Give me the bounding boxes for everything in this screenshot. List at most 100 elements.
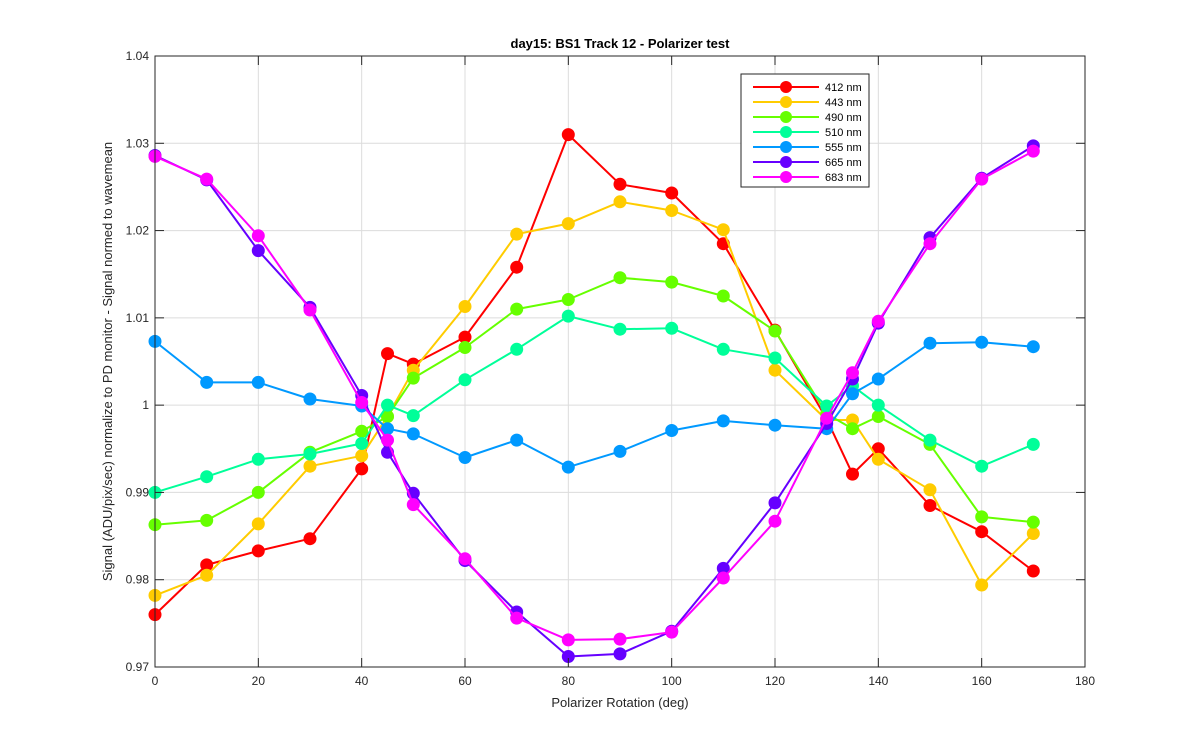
data-point xyxy=(1026,437,1040,451)
data-point xyxy=(251,485,265,499)
data-point xyxy=(846,467,859,481)
legend-marker xyxy=(780,81,792,93)
data-point xyxy=(716,223,730,237)
legend-label: 555 nm xyxy=(825,142,862,154)
data-point xyxy=(458,451,472,464)
legend-box xyxy=(740,73,870,188)
data-point xyxy=(665,204,679,217)
x-tick-label: 120 xyxy=(765,674,785,688)
data-point xyxy=(510,227,524,241)
data-point xyxy=(613,647,627,661)
data-point xyxy=(510,342,524,356)
data-point xyxy=(768,514,782,528)
data-point xyxy=(716,342,730,356)
data-point xyxy=(406,427,420,441)
data-point xyxy=(871,452,885,466)
legend-label: 490 nm xyxy=(825,112,862,124)
data-point xyxy=(975,578,989,592)
data-point xyxy=(1026,515,1040,529)
data-point xyxy=(768,351,782,365)
data-point xyxy=(561,128,575,142)
x-tick-label: 100 xyxy=(662,674,682,688)
data-point xyxy=(251,452,265,466)
data-point xyxy=(406,498,420,512)
data-point xyxy=(820,411,834,425)
series-line xyxy=(154,200,1035,597)
plot-frame xyxy=(154,55,1086,668)
data-point xyxy=(923,237,937,251)
data-point xyxy=(768,418,782,432)
data-point xyxy=(975,510,989,524)
legend-label: 683 nm xyxy=(825,172,862,184)
data-point xyxy=(355,449,369,463)
legend-label: 412 nm xyxy=(825,82,862,94)
y-tick-label: 0.98 xyxy=(126,573,150,587)
x-tick-label: 180 xyxy=(1075,674,1095,688)
y-tick-label: 1.02 xyxy=(126,224,150,238)
data-point xyxy=(975,459,989,473)
series-line xyxy=(154,150,1034,641)
y-tick-label: 1.03 xyxy=(126,136,150,150)
data-point xyxy=(200,375,214,389)
data-point xyxy=(846,422,859,436)
data-point xyxy=(1026,340,1040,354)
data-point xyxy=(975,172,989,186)
data-point xyxy=(613,195,627,209)
data-point xyxy=(975,525,989,539)
legend-item: 665 nm xyxy=(753,156,862,169)
data-point xyxy=(1026,564,1040,578)
legend-label: 443 nm xyxy=(825,97,862,109)
data-point xyxy=(251,544,265,558)
legend-label: 510 nm xyxy=(825,127,862,139)
data-point xyxy=(613,271,627,285)
data-point xyxy=(871,410,885,423)
data-point xyxy=(355,437,369,450)
data-point xyxy=(665,625,679,639)
y-tick-label: 1.04 xyxy=(126,49,150,63)
legend-item: 555 nm xyxy=(753,141,862,154)
legend-item: 683 nm xyxy=(753,171,862,184)
data-point xyxy=(561,293,575,306)
data-point xyxy=(251,375,265,389)
data-point xyxy=(510,302,524,316)
data-point xyxy=(716,414,730,428)
data-point xyxy=(200,568,214,582)
data-point xyxy=(458,300,472,313)
data-point xyxy=(510,260,524,274)
series-490-nm xyxy=(148,271,1040,532)
y-tick-label: 1 xyxy=(142,398,149,412)
data-point xyxy=(251,229,265,243)
data-point xyxy=(251,517,265,531)
data-point xyxy=(406,371,420,385)
data-point xyxy=(871,314,885,328)
legend-marker xyxy=(780,156,792,168)
data-point xyxy=(561,460,575,474)
x-tick-label: 60 xyxy=(458,674,472,688)
data-point xyxy=(458,373,472,387)
data-point xyxy=(381,347,394,361)
data-point xyxy=(303,303,317,317)
data-point xyxy=(665,275,679,289)
y-axis-label: Signal (ADU/pix/sec) normalize to PD mon… xyxy=(100,142,115,581)
x-tick-label: 0 xyxy=(152,674,159,688)
data-point xyxy=(871,372,885,386)
data-point xyxy=(510,433,524,447)
legend-marker xyxy=(780,171,792,183)
data-point xyxy=(923,336,937,350)
x-tick-label: 140 xyxy=(868,674,888,688)
data-point xyxy=(768,363,782,377)
data-point xyxy=(458,341,472,354)
data-point xyxy=(716,289,730,303)
series-line xyxy=(154,145,1034,658)
chart-title: day15: BS1 Track 12 - Polarizer test xyxy=(511,36,731,51)
data-point xyxy=(251,244,265,258)
legend-item: 412 nm xyxy=(753,81,862,94)
data-point xyxy=(665,424,679,437)
data-point xyxy=(846,366,859,380)
data-point xyxy=(458,552,472,566)
data-point xyxy=(303,532,317,546)
data-point xyxy=(923,483,937,497)
legend-label: 665 nm xyxy=(825,157,862,169)
data-point xyxy=(923,499,937,512)
